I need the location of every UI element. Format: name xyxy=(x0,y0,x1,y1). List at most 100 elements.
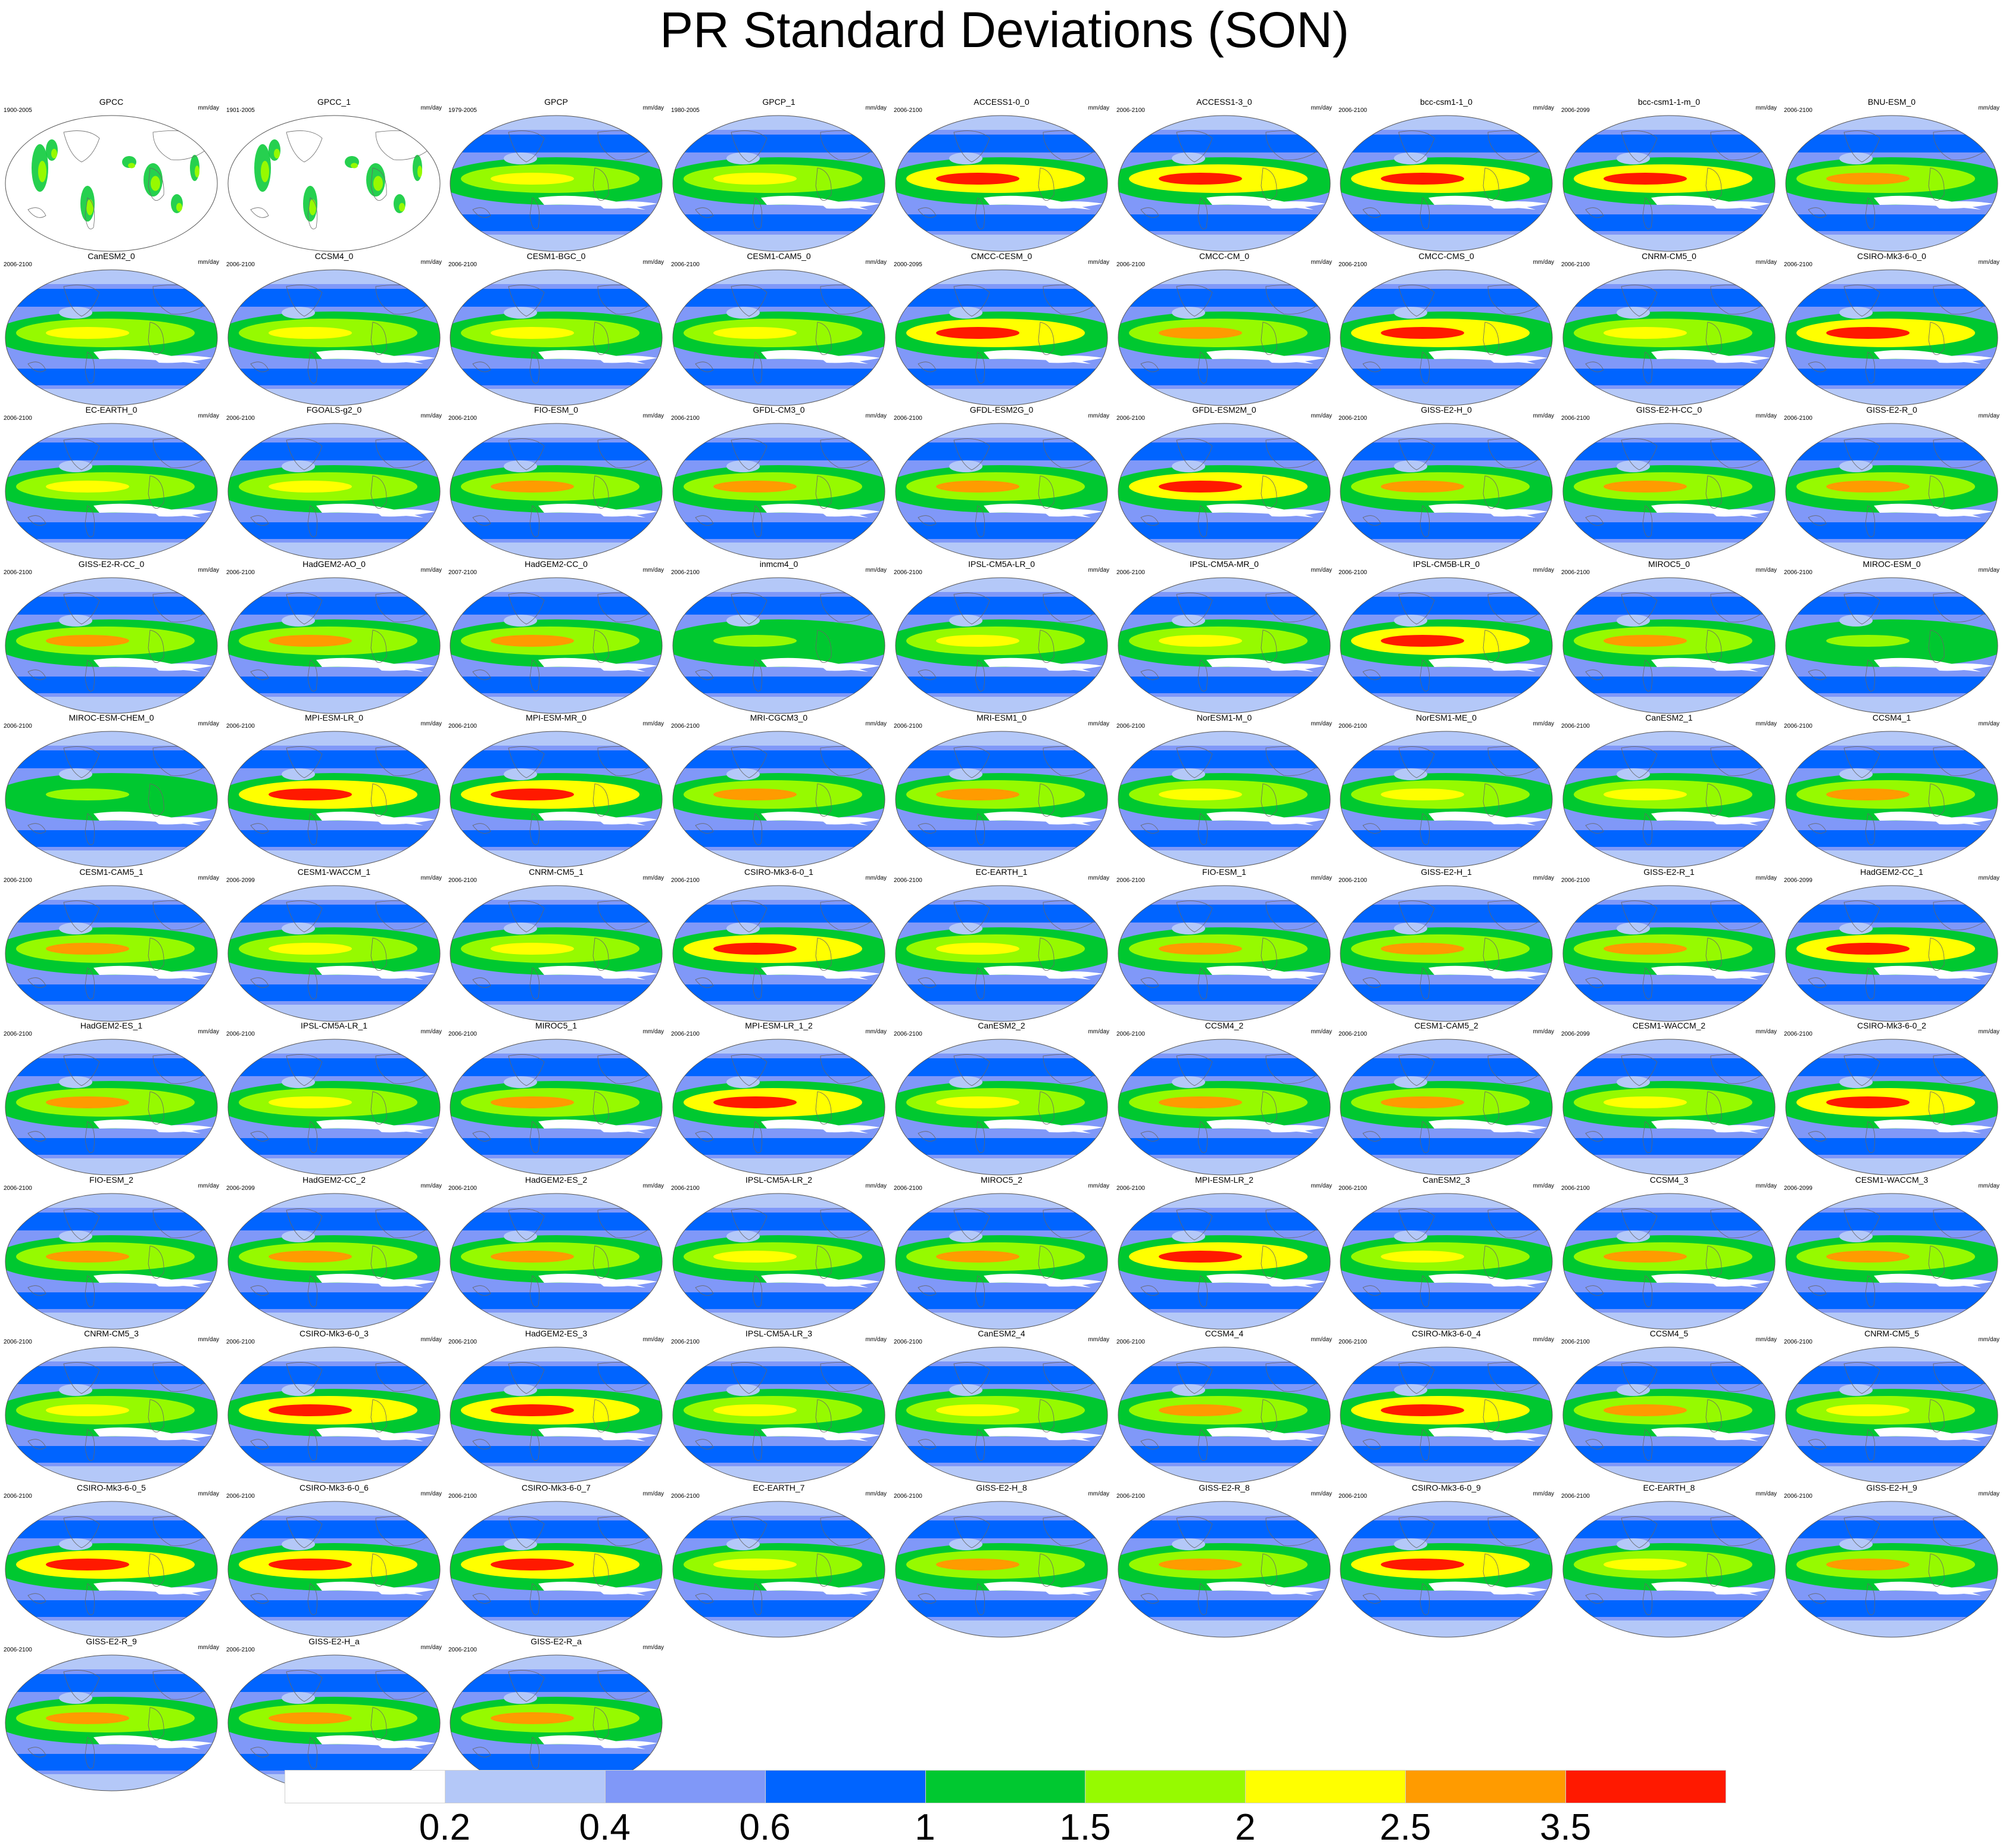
dry-zone xyxy=(282,460,315,472)
coastline xyxy=(27,669,46,680)
panel-years: 2006-2100 xyxy=(894,107,922,114)
coastline xyxy=(1483,783,1499,817)
colorbar-label: 1 xyxy=(915,1807,935,1848)
panel-years: 2006-2100 xyxy=(4,415,32,422)
storm-track xyxy=(673,522,885,539)
coastline xyxy=(1865,967,1876,999)
coastline xyxy=(85,197,95,229)
dry-zone xyxy=(949,1538,982,1550)
coastline xyxy=(472,1439,491,1450)
storm-track xyxy=(673,750,885,768)
coastline xyxy=(472,1747,491,1757)
map-panel: CSIRO-Mk3-6-0_0 2006-2100 mm/day xyxy=(1780,251,2003,410)
polar-band xyxy=(1118,731,1330,746)
coastline xyxy=(1362,207,1381,218)
polar-band xyxy=(673,731,885,746)
panel-units: mm/day xyxy=(1533,875,1554,881)
dry-zone xyxy=(376,1279,435,1287)
storm-track xyxy=(1786,214,1998,231)
polar-band xyxy=(1118,1347,1330,1361)
panel-years: 2006-2100 xyxy=(671,569,700,576)
storm-track xyxy=(228,1366,440,1384)
coastline xyxy=(1808,207,1827,218)
dry-zone xyxy=(1172,1076,1205,1088)
coastline xyxy=(1843,1208,1880,1241)
coastline xyxy=(815,1553,832,1587)
world-map xyxy=(672,1347,885,1484)
dry-zone xyxy=(59,923,92,934)
map-border xyxy=(1562,423,1776,560)
panel-years: 2006-2100 xyxy=(1116,1185,1145,1192)
panel-years: 2006-2100 xyxy=(4,1647,32,1653)
dry-zone xyxy=(726,307,760,319)
coastline xyxy=(1705,322,1722,355)
map-border xyxy=(1562,115,1776,252)
itcz-core xyxy=(491,327,574,339)
map-panel: FGOALS-g2_0 2006-2100 mm/day xyxy=(223,404,445,564)
polar-band xyxy=(5,1158,217,1175)
itcz-core xyxy=(1604,943,1687,955)
panel-units: mm/day xyxy=(1311,1491,1332,1497)
colorbar-swatch xyxy=(604,1770,766,1803)
itcz-core xyxy=(1604,789,1687,800)
dry-zone xyxy=(1711,1279,1770,1287)
map-border xyxy=(1785,731,1998,868)
coastline xyxy=(307,1275,318,1307)
map-border xyxy=(1785,1039,1998,1176)
coastline xyxy=(1865,813,1876,845)
dry-zone xyxy=(1933,356,1993,363)
polar-band xyxy=(896,1466,1108,1483)
polar-band xyxy=(1563,116,1775,130)
map-panel: GPCC 1900-2005 mm/day xyxy=(0,96,223,256)
map-border xyxy=(1340,885,1553,1022)
coastline xyxy=(918,823,937,834)
coastline xyxy=(370,1707,387,1740)
coastline xyxy=(529,813,540,845)
coastline xyxy=(918,1285,937,1296)
dry-zone xyxy=(1711,509,1770,517)
dry-zone xyxy=(821,356,880,363)
dry-zone xyxy=(153,663,213,671)
polar-band xyxy=(1786,543,1998,559)
dry-zone xyxy=(598,971,657,979)
storm-track xyxy=(673,905,885,923)
map-panel: inmcm4_0 2006-2100 mm/day xyxy=(667,559,890,718)
map-border xyxy=(227,423,441,560)
coastline xyxy=(148,1707,164,1740)
dry-zone xyxy=(1172,1230,1205,1242)
map-panel: GISS-E2-H_9 2006-2100 mm/day xyxy=(1780,1482,2003,1642)
coastline xyxy=(1398,285,1435,317)
dry-zone xyxy=(1711,1587,1770,1595)
map-border xyxy=(227,1039,441,1176)
polar-band xyxy=(1118,1620,1330,1637)
coastline xyxy=(953,1054,990,1086)
coastline xyxy=(1585,1285,1604,1296)
dry-zone xyxy=(1266,356,1325,363)
storm-track xyxy=(1786,1366,1998,1384)
panel-units: mm/day xyxy=(1755,259,1777,266)
world-map xyxy=(672,1501,885,1638)
panel-units: mm/day xyxy=(420,1336,442,1343)
coastline xyxy=(1038,167,1055,201)
map-panel: CESM1-CAM5_0 2006-2100 mm/day xyxy=(667,251,890,410)
dry-zone xyxy=(1839,1076,1873,1088)
panel-years: 2006-2100 xyxy=(1784,415,1813,422)
panel-title: CanESM2_2 xyxy=(978,1021,1025,1030)
itcz-core xyxy=(1381,1404,1464,1416)
map-border xyxy=(1340,731,1553,868)
world-map xyxy=(1118,115,1331,252)
polar-band xyxy=(1563,1347,1775,1361)
coastline xyxy=(508,1670,545,1702)
world-map xyxy=(5,1039,218,1176)
storm-track xyxy=(673,597,885,615)
panel-title: EC-EARTH_0 xyxy=(85,405,138,415)
coastline xyxy=(1865,659,1876,691)
map-panel: FIO-ESM_0 2006-2100 mm/day xyxy=(445,404,667,564)
dry-zone xyxy=(59,1384,92,1396)
dry-zone xyxy=(376,1433,435,1441)
storm-track xyxy=(673,677,885,693)
panel-units: mm/day xyxy=(1978,1029,1999,1035)
coastline xyxy=(1420,197,1430,229)
storm-track xyxy=(1563,1600,1775,1617)
coastline xyxy=(472,1131,491,1142)
